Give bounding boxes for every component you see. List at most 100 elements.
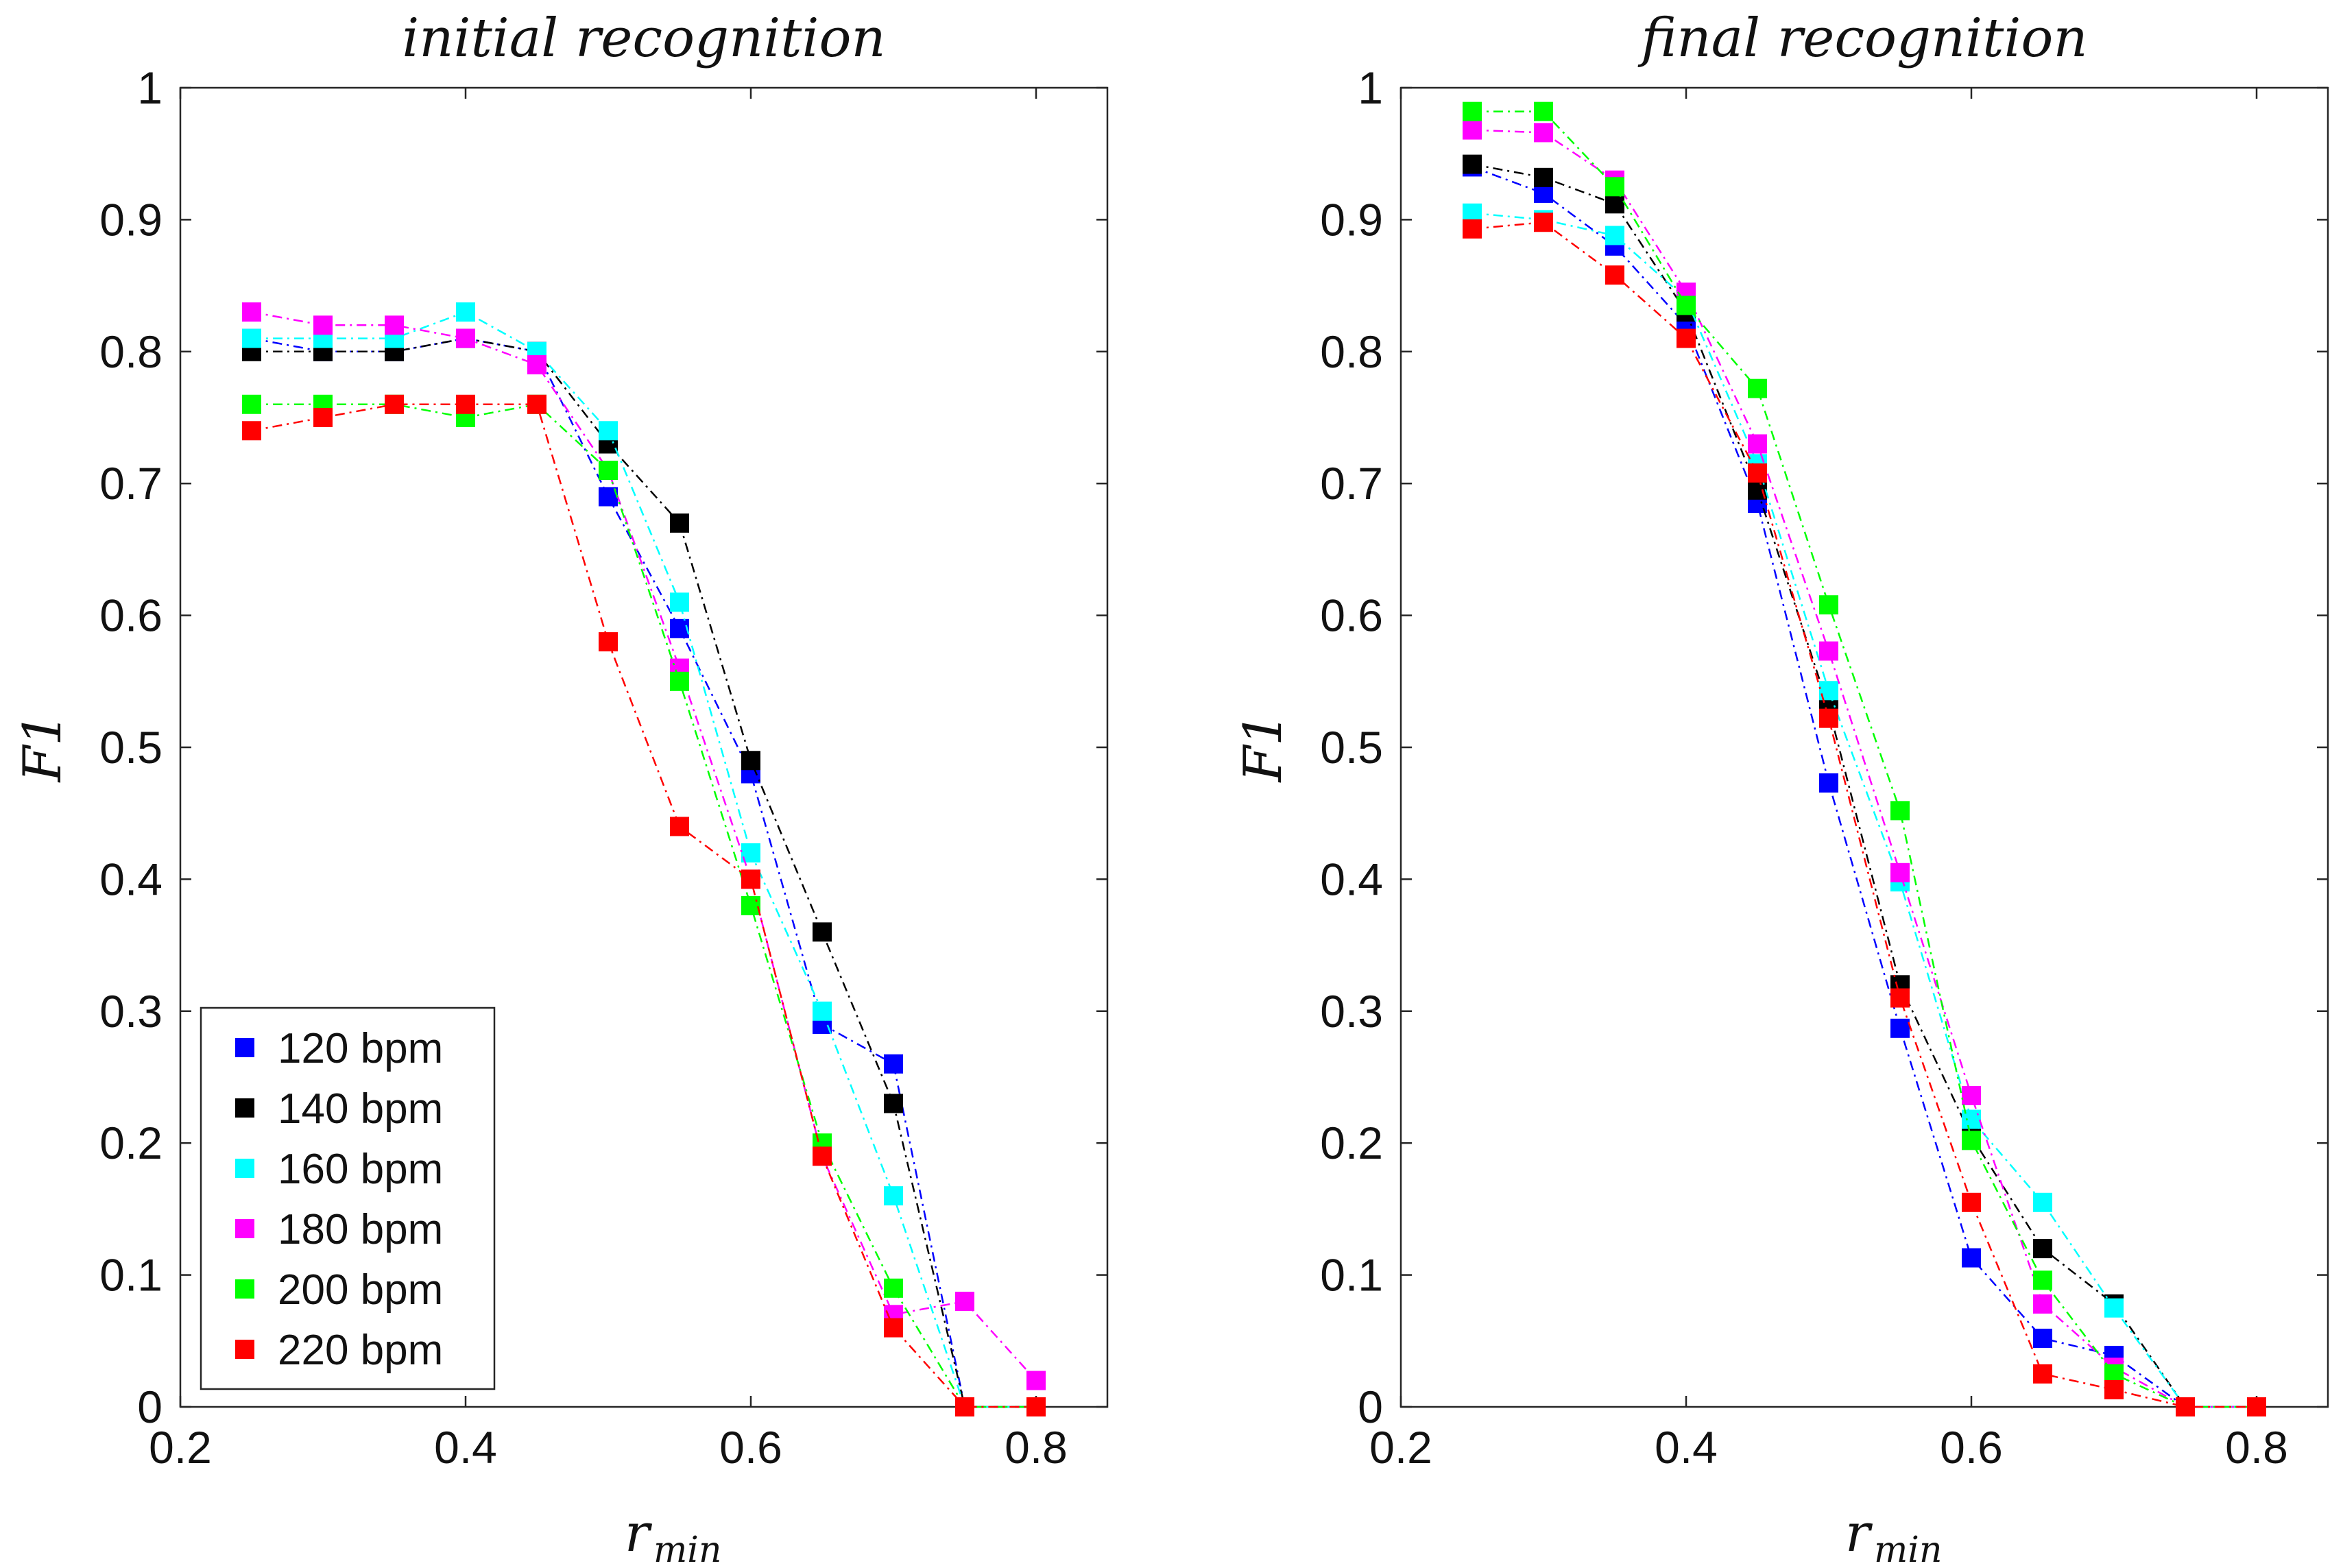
x-tick-label: 0.4 bbox=[1655, 1422, 1718, 1473]
data-point bbox=[2247, 1397, 2266, 1416]
data-point bbox=[2104, 1379, 2124, 1399]
data-point bbox=[884, 1186, 903, 1206]
data-point bbox=[242, 302, 261, 322]
series-line bbox=[1471, 212, 2257, 1408]
legend-marker bbox=[235, 1219, 254, 1238]
series-line bbox=[1472, 110, 2257, 1408]
y-tick-label: 1 bbox=[1358, 62, 1383, 113]
data-point bbox=[813, 922, 832, 942]
x-tick-label: 0.8 bbox=[1005, 1422, 1068, 1473]
y-axis-label: F1 bbox=[12, 712, 73, 783]
legend-marker bbox=[235, 1038, 254, 1057]
y-tick-label: 0.2 bbox=[1320, 1118, 1383, 1168]
series-line bbox=[252, 311, 1036, 1408]
y-tick-label: 0.8 bbox=[1320, 326, 1383, 377]
series-220-bpm bbox=[242, 394, 1046, 1416]
x-axis-label: r bbox=[625, 1502, 653, 1563]
x-tick-label: 0.6 bbox=[719, 1422, 782, 1473]
y-tick-label: 0.1 bbox=[1320, 1250, 1383, 1301]
y-tick-label: 0.9 bbox=[1320, 194, 1383, 245]
y-tick-label: 0 bbox=[1358, 1382, 1383, 1432]
data-point bbox=[884, 1278, 903, 1298]
data-point bbox=[527, 355, 546, 375]
x-axis-label-subscript: min bbox=[653, 1530, 721, 1568]
y-tick-label: 0.7 bbox=[99, 458, 163, 509]
x-tick-label: 0.6 bbox=[1940, 1422, 2003, 1473]
x-tick-label: 0.2 bbox=[1369, 1422, 1432, 1473]
series-line bbox=[252, 403, 1036, 1408]
data-point bbox=[1677, 328, 1696, 348]
data-point bbox=[385, 315, 404, 335]
y-tick-label: 0.2 bbox=[99, 1118, 163, 1168]
series-220-bpm bbox=[1463, 213, 2266, 1416]
y-tick-label: 0.4 bbox=[99, 854, 163, 904]
x-tick-label: 0.2 bbox=[149, 1422, 212, 1473]
data-point bbox=[1819, 773, 1838, 793]
data-point bbox=[1605, 265, 1624, 285]
data-point bbox=[313, 408, 333, 427]
data-point bbox=[1819, 641, 1838, 661]
data-point bbox=[2033, 1294, 2052, 1314]
data-point bbox=[1819, 708, 1838, 728]
data-point bbox=[456, 394, 475, 414]
data-point bbox=[2033, 1364, 2052, 1384]
legend-label: 180 bpm bbox=[278, 1206, 443, 1253]
legend-marker bbox=[235, 1340, 254, 1359]
data-point bbox=[1748, 463, 1767, 483]
x-tick-label: 0.8 bbox=[2225, 1422, 2288, 1473]
data-point bbox=[955, 1292, 974, 1312]
data-point bbox=[456, 302, 475, 322]
data-point bbox=[1534, 167, 1553, 187]
y-tick-label: 0.4 bbox=[1320, 854, 1383, 904]
data-point bbox=[1677, 295, 1696, 315]
chart-title: initial recognition bbox=[402, 8, 885, 69]
data-point bbox=[1463, 154, 1482, 174]
data-point bbox=[813, 1146, 832, 1166]
y-tick-label: 0.5 bbox=[99, 722, 163, 773]
data-point bbox=[670, 817, 689, 836]
data-point bbox=[385, 394, 404, 414]
chart-panel-final: final recognition 0 0.1 0.2 0.3 0.4 0.5 0.6 0.7 0… bbox=[1232, 8, 2329, 1568]
data-point bbox=[1748, 434, 1767, 454]
data-point bbox=[2033, 1270, 2052, 1290]
legend-marker bbox=[235, 1159, 254, 1178]
data-point bbox=[1819, 595, 1838, 615]
data-point bbox=[1962, 1085, 1981, 1105]
data-point bbox=[242, 394, 261, 414]
data-point bbox=[456, 328, 475, 348]
data-point bbox=[1026, 1371, 1046, 1390]
legend-marker bbox=[235, 1098, 254, 1118]
series-line bbox=[1471, 129, 2257, 1408]
data-point bbox=[741, 895, 760, 915]
series-line bbox=[1471, 166, 2257, 1408]
data-point bbox=[1605, 226, 1624, 245]
y-tick-label: 0.9 bbox=[99, 194, 163, 245]
data-point bbox=[1463, 219, 1482, 239]
data-point bbox=[884, 1318, 903, 1338]
y-tick-label: 0.6 bbox=[1320, 590, 1383, 641]
legend-label: 120 bpm bbox=[278, 1025, 443, 1072]
data-point bbox=[242, 328, 261, 348]
y-tick-label: 0.7 bbox=[1320, 458, 1383, 509]
y-tick-label: 0.5 bbox=[1320, 722, 1383, 773]
data-point bbox=[2104, 1298, 2124, 1318]
legend-label: 140 bpm bbox=[278, 1085, 443, 1133]
series-line bbox=[1471, 221, 2257, 1408]
y-tick-label: 0.6 bbox=[99, 590, 163, 641]
data-point bbox=[1463, 120, 1482, 140]
legend-label: 200 bpm bbox=[278, 1266, 443, 1314]
data-point bbox=[1962, 1248, 1981, 1268]
data-point bbox=[1890, 988, 1910, 1008]
data-point bbox=[1890, 1018, 1910, 1038]
data-point bbox=[670, 592, 689, 612]
data-point bbox=[1534, 213, 1553, 232]
y-tick-label: 0.3 bbox=[99, 986, 163, 1037]
x-axis-label: r bbox=[1845, 1502, 1873, 1563]
data-point bbox=[2033, 1328, 2052, 1348]
chart-panel-initial: initial recognition 0 0.1 0.2 0.3 0.4 0.5 0.6 0.… bbox=[12, 8, 1109, 1568]
chart-title: final recognition bbox=[1637, 8, 2087, 69]
series-line bbox=[251, 311, 1037, 1382]
legend-label: 160 bpm bbox=[278, 1146, 443, 1193]
data-point bbox=[1534, 101, 1553, 121]
